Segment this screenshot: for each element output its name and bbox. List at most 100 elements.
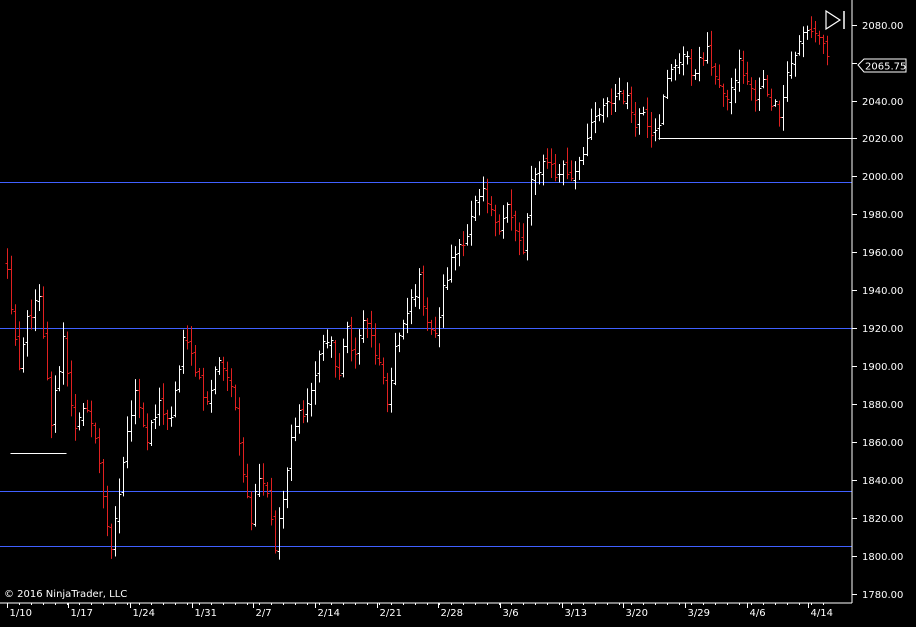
- price-bar: [325, 329, 330, 349]
- price-bar: [721, 83, 726, 107]
- y-tick-label: 1900.00: [862, 362, 903, 373]
- price-bar: [397, 332, 402, 353]
- price-bar: [89, 400, 94, 438]
- price-bar: [449, 244, 454, 283]
- price-bar: [629, 86, 634, 123]
- y-tick-label: 2020.00: [862, 134, 903, 145]
- price-bar: [529, 165, 534, 226]
- x-tick-label: 2/28: [441, 608, 463, 619]
- price-bar: [369, 310, 374, 348]
- price-bar: [753, 79, 758, 112]
- price-bar: [161, 383, 166, 425]
- price-bar: [617, 77, 622, 101]
- price-bar: [553, 154, 558, 182]
- price-bar: [737, 49, 742, 92]
- x-tick-label: 3/29: [688, 608, 710, 619]
- price-bar: [401, 319, 406, 340]
- price-bar: [665, 69, 670, 99]
- price-bar: [465, 224, 470, 246]
- price-bar: [649, 112, 654, 148]
- price-bar: [113, 506, 118, 557]
- price-bar: [269, 477, 274, 526]
- price-bar: [585, 123, 590, 157]
- price-bar: [357, 329, 362, 365]
- price-bar: [577, 156, 582, 181]
- copyright-text: © 2016 NinjaTrader, LLC: [4, 589, 127, 600]
- price-bar: [301, 400, 306, 424]
- price-bar: [653, 118, 658, 142]
- price-bar: [497, 214, 502, 235]
- price-bar: [409, 289, 414, 325]
- price-bar: [813, 21, 818, 43]
- price-bar: [405, 297, 410, 334]
- price-bar: [457, 238, 462, 267]
- price-bar: [121, 456, 126, 497]
- price-bar: [513, 210, 518, 242]
- y-tick-label: 1780.00: [862, 590, 903, 601]
- price-bar: [581, 146, 586, 165]
- price-bar: [485, 178, 490, 214]
- price-bar: [217, 357, 222, 375]
- price-bar: [421, 265, 426, 316]
- price-bar: [597, 108, 602, 122]
- price-bar: [365, 318, 370, 339]
- price-bar: [761, 69, 766, 89]
- price-bar: [257, 463, 262, 498]
- price-bar: [189, 326, 194, 366]
- price-bar: [417, 268, 422, 310]
- price-bar: [69, 360, 74, 417]
- price-bar: [29, 299, 34, 330]
- price-bar: [461, 231, 466, 257]
- price-bar: [209, 379, 214, 413]
- price-bar: [601, 98, 606, 123]
- price-bar: [549, 148, 554, 179]
- price-bar: [789, 51, 794, 79]
- price-bar: [537, 161, 542, 185]
- price-bar: [241, 437, 246, 483]
- price-bar: [645, 97, 650, 139]
- price-bar: [573, 161, 578, 190]
- price-bar: [97, 428, 102, 474]
- price-bar: [557, 163, 562, 183]
- price-bar: [333, 340, 338, 378]
- x-tick-label: 3/13: [565, 608, 587, 619]
- price-bar: [373, 323, 378, 365]
- price-bar: [193, 344, 198, 377]
- price-bar: [157, 387, 162, 426]
- price-bar: [801, 26, 806, 58]
- price-bar: [501, 205, 506, 239]
- y-tick-label: 1820.00: [862, 514, 903, 525]
- price-bar: [673, 59, 678, 81]
- price-bar: [345, 321, 350, 354]
- price-bar: [289, 424, 294, 481]
- y-tick-label: 1920.00: [862, 324, 903, 335]
- price-bar: [165, 409, 170, 430]
- price-bar: [677, 53, 682, 75]
- price-bar: [349, 316, 354, 362]
- price-bar: [205, 391, 210, 405]
- price-bar: [693, 69, 698, 80]
- price-bar: [213, 366, 218, 395]
- price-bar: [777, 100, 782, 127]
- price-bar: [705, 32, 710, 64]
- price-bar: [261, 463, 266, 496]
- price-bar: [621, 89, 626, 105]
- price-bar: [805, 25, 810, 40]
- x-tick-label: 3/20: [626, 608, 648, 619]
- price-bar: [381, 357, 386, 385]
- y-tick-label: 2080.00: [862, 21, 903, 32]
- price-bar: [297, 404, 302, 434]
- horizontal-lines: [0, 182, 852, 547]
- price-bar: [245, 463, 250, 499]
- price-bar: [429, 319, 434, 335]
- price-bar: [313, 361, 318, 405]
- scroll-to-end-icon[interactable]: [825, 9, 845, 31]
- price-bar: [273, 510, 278, 554]
- price-bar: [253, 483, 258, 527]
- price-bar: [65, 331, 70, 387]
- price-bar: [685, 51, 690, 65]
- price-bar: [533, 167, 538, 196]
- price-bar: [769, 88, 774, 111]
